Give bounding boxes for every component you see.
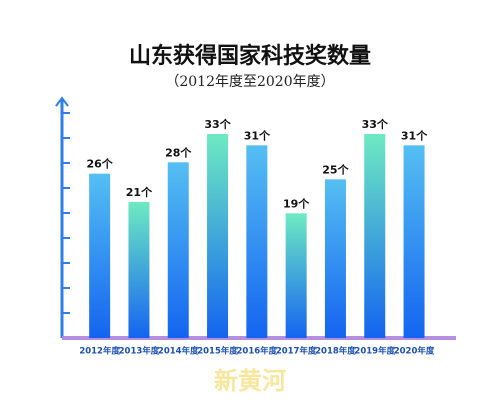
x-tick-label: 2019年度	[354, 346, 395, 357]
bar	[89, 173, 111, 338]
bar	[167, 162, 189, 338]
x-tick-label: 2018年度	[315, 346, 356, 357]
value-label: 31个	[244, 128, 271, 142]
x-tick-label: 2016年度	[237, 346, 278, 357]
value-label: 31个	[401, 128, 428, 142]
value-label: 33个	[204, 117, 231, 131]
bar	[403, 145, 425, 338]
value-label: 28个	[165, 145, 192, 159]
bar	[324, 179, 346, 338]
x-tick-label: 2020年度	[394, 346, 435, 357]
chart-title: 山东获得国家科技奖数量	[129, 43, 371, 69]
x-tick-label: 2017年度	[276, 346, 317, 357]
axis-ticks	[62, 112, 70, 314]
chart-subtitle: （2012年度至2020年度）	[165, 74, 334, 90]
x-tick-label: 2014年度	[158, 346, 199, 357]
x-tick-label: 2015年度	[197, 346, 238, 357]
x-tick-label: 2013年度	[119, 346, 160, 357]
value-label: 21个	[126, 185, 153, 199]
value-label: 25个	[322, 162, 349, 176]
bar	[246, 145, 268, 338]
watermark: 新黄河	[214, 367, 286, 395]
value-label: 33个	[362, 117, 389, 131]
value-label: 19个	[283, 196, 310, 210]
bar	[128, 202, 150, 338]
value-label: 26个	[86, 157, 113, 171]
bar	[285, 213, 307, 338]
bar	[207, 134, 229, 338]
x-tick-label: 2012年度	[79, 346, 120, 357]
y-axis-arrow	[55, 96, 69, 107]
bar	[364, 134, 386, 338]
